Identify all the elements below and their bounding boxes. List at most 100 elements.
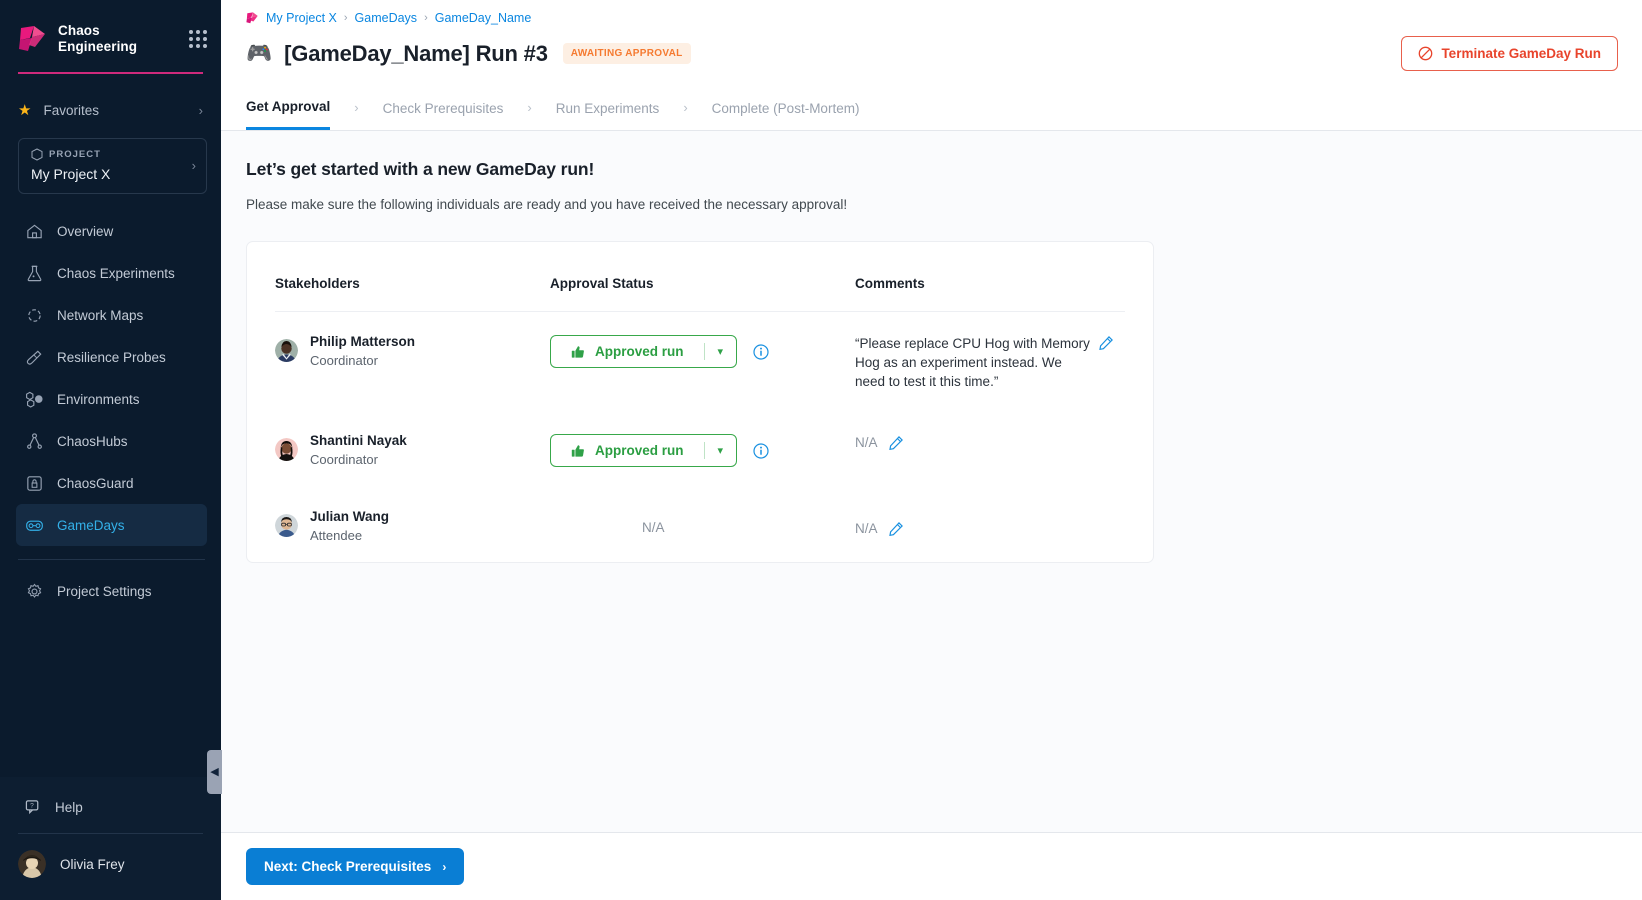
step-separator: › [354,99,359,115]
page-title: [GameDay_Name] Run #3 [284,40,548,66]
gamepad-icon [26,520,43,531]
home-icon [27,224,42,238]
brand-title-line2: Engineering [58,39,138,54]
breadcrumb-item-0[interactable]: My Project X [266,11,337,25]
status-badge: AWAITING APPROVAL [562,43,691,64]
user-name: Olivia Frey [60,856,125,872]
table-row: Shantini Nayak Coordinator [275,410,1125,486]
table-row: Julian Wang Attendee N/A N/A [275,486,1125,562]
terminate-gameday-run-button[interactable]: Terminate GameDay Run [1401,36,1618,71]
brand-title-line1: Chaos [58,23,100,38]
sidebar-spacer [0,612,221,777]
sidebar-item-network-maps[interactable]: Network Maps [16,294,207,336]
step-separator: › [527,99,532,115]
next-check-prerequisites-button[interactable]: Next: Check Prerequisites › [246,848,465,885]
sidebar: Chaos Engineering ★ Favorites › PROJECT [0,0,222,900]
person-name: Philip Matterson [310,334,416,349]
stakeholder-cell: Shantini Nayak Coordinator [275,432,550,467]
sidebar-item-environments[interactable]: Environments [16,378,207,420]
avatar [275,438,298,461]
approval-status-label: N/A [642,520,665,535]
footer-bar: Next: Check Prerequisites › [221,832,1642,900]
person-role: Attendee [310,528,363,543]
chevron-down-icon[interactable]: ▾ [703,442,737,459]
sidebar-item-project-settings[interactable]: Project Settings [16,570,207,612]
info-circle-icon[interactable] [753,343,769,360]
lock-icon [27,475,42,491]
tab-check-prerequisites[interactable]: Check Prerequisites [383,86,504,129]
tab-label: Get Approval [246,99,331,114]
probe-icon [26,350,42,365]
sidebar-item-overview[interactable]: Overview [16,210,207,252]
harness-logo-icon [18,25,48,53]
person: Philip Matterson Coordinator [275,333,550,368]
sidebar-item-chaos-experiments[interactable]: Chaos Experiments [16,252,207,294]
column-header-comments: Comments [855,276,925,291]
sidebar-bottom: ? Help Olivia Frey [0,777,221,900]
grid-apps-icon[interactable] [189,30,207,48]
project-kicker: PROJECT [49,149,101,160]
comment-text: N/A [855,434,878,450]
user-profile[interactable]: Olivia Frey [0,834,221,900]
tab-complete-post-mortem[interactable]: Complete (Post-Mortem) [712,86,860,129]
approval-status-main[interactable]: Approved run [551,344,704,359]
sidebar-item-resilience-probes[interactable]: Resilience Probes [16,336,207,378]
approval-status-main[interactable]: Approved run [551,443,704,458]
comment-text: “Please replace CPU Hog with Memory Hog … [855,336,1090,389]
tab-get-approval[interactable]: Get Approval [246,84,331,130]
comment-cell: “Please replace CPU Hog with Memory Hog … [855,333,1125,391]
breadcrumb-item-2[interactable]: GameDay_Name [434,11,532,25]
chevron-left-icon: ◀ [210,765,219,778]
approval-status-button[interactable]: Approved run ▾ [550,434,738,467]
breadcrumb-item-1[interactable]: GameDays [354,11,418,25]
comment-cell: N/A [855,508,1125,536]
tab-label: Complete (Post-Mortem) [711,100,860,116]
user-divider [18,833,203,834]
person-name: Shantini Nayak [310,433,407,448]
approval-status-cell: Approved run ▾ [550,432,855,467]
help-label: Help [55,799,83,815]
stakeholder-cell: Philip Matterson Coordinator [275,333,550,368]
svg-text:?: ? [30,802,34,809]
tab-run-experiments[interactable]: Run Experiments [556,86,660,129]
column-header-approval-status: Approval Status [550,276,654,291]
sidebar-item-label: ChaosGuard [57,475,134,491]
sidebar-item-gamedays[interactable]: GameDays [16,504,207,546]
sidebar-item-favorites[interactable]: ★ Favorites › [0,88,221,132]
breadcrumb: My Project X › GameDays › GameDay_Name [246,11,1618,25]
sidebar-item-chaosguard[interactable]: ChaosGuard [16,462,207,504]
chevron-right-icon: › [191,157,196,173]
page-subheading: Please make sure the following individua… [246,197,848,212]
ban-icon [1419,46,1433,61]
person: Julian Wang Attendee [275,508,550,543]
harness-logo-icon [246,12,258,24]
pencil-icon[interactable] [888,522,903,536]
sidebar-item-label: Chaos Experiments [57,265,175,281]
pencil-icon[interactable] [888,436,903,450]
star-icon: ★ [18,101,32,119]
person-text: Julian Wang Attendee [310,508,389,543]
sidebar-collapse-handle[interactable]: ◀ [207,750,222,794]
sidebar-item-label: Environments [57,391,140,407]
approval-status-cell: Approved run ▾ [550,333,855,368]
pencil-icon[interactable] [1099,336,1113,350]
sidebar-nav: Overview Chaos Experiments Network Maps [0,210,221,612]
project-selector-text: PROJECT My Project X [31,148,192,182]
project-selector[interactable]: PROJECT My Project X › [18,138,207,194]
sidebar-item-label: Project Settings [57,583,152,599]
approval-status-label: Approved run [595,443,684,458]
stakeholder-cell: Julian Wang Attendee [275,508,550,543]
thumbs-up-icon [571,444,584,457]
chevron-right-icon: › [198,102,203,118]
project-kicker-row: PROJECT [31,148,192,161]
tab-label: Check Prerequisites [382,100,504,116]
approval-status-button[interactable]: Approved run ▾ [550,335,738,368]
sidebar-item-chaoshubs[interactable]: ChaosHubs [16,420,207,462]
breadcrumb-separator: › [343,12,348,24]
sidebar-item-help[interactable]: ? Help [0,785,221,829]
circle-nodes-icon [28,308,41,322]
sidebar-item-label: Network Maps [57,307,144,323]
chevron-down-icon[interactable]: ▾ [703,343,737,360]
person-role: Coordinator [310,452,378,467]
info-circle-icon[interactable] [753,442,769,459]
